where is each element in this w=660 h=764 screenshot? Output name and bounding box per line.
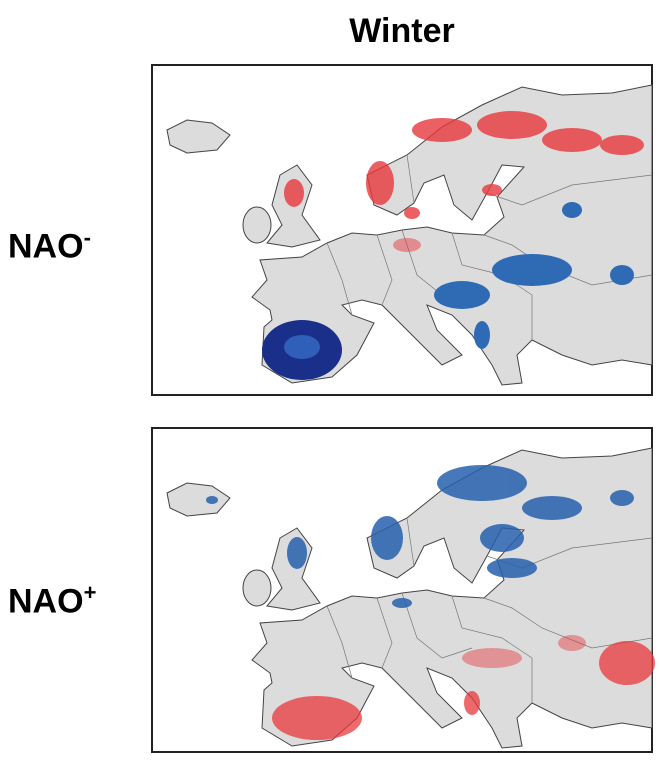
anomaly-red — [272, 635, 655, 740]
row-label-text: NAO — [8, 227, 84, 266]
map-panel — [151, 427, 655, 753]
row-label: NAO- — [8, 225, 91, 266]
title: Winter — [349, 12, 455, 50]
row-label-text: NAO — [8, 582, 84, 621]
anomaly-red — [284, 111, 644, 252]
anomaly-blue — [262, 202, 634, 380]
map-panel — [151, 64, 653, 396]
row-label-sup: + — [83, 580, 97, 605]
anomaly-blue — [206, 465, 634, 608]
row-label: NAO+ — [8, 580, 96, 621]
row-label-sup: - — [83, 225, 91, 250]
